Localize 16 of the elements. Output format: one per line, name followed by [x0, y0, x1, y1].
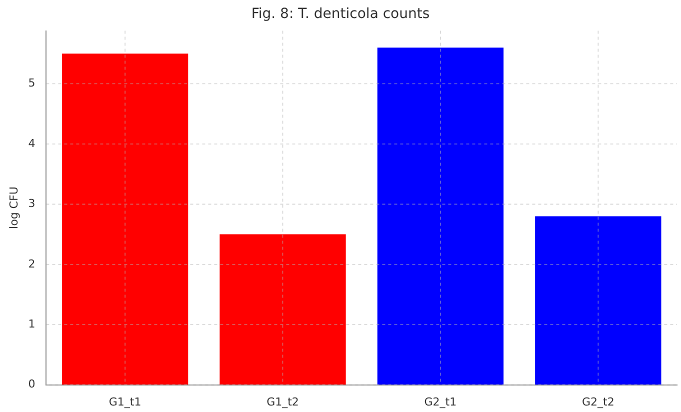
y-tick-label: 4 — [28, 136, 36, 150]
x-tick-label: G2_t2 — [582, 395, 614, 408]
x-tick-label: G1_t1 — [108, 395, 142, 408]
y-axis-title: log CFU — [7, 186, 20, 229]
y-tick-label: 0 — [28, 378, 36, 391]
bar — [220, 234, 346, 385]
chart-title: Fig. 8: T. denticola counts — [251, 6, 430, 22]
y-tick-label: 5 — [28, 76, 36, 90]
y-tick-label: 3 — [28, 197, 36, 210]
bar — [535, 216, 662, 385]
bar — [62, 54, 188, 385]
x-tick-label: G1_t2 — [266, 395, 299, 408]
bar — [377, 48, 504, 385]
y-tick-label: 1 — [28, 317, 36, 330]
x-tick-label: G2_t1 — [424, 395, 457, 408]
y-tick-label: 2 — [28, 257, 36, 270]
